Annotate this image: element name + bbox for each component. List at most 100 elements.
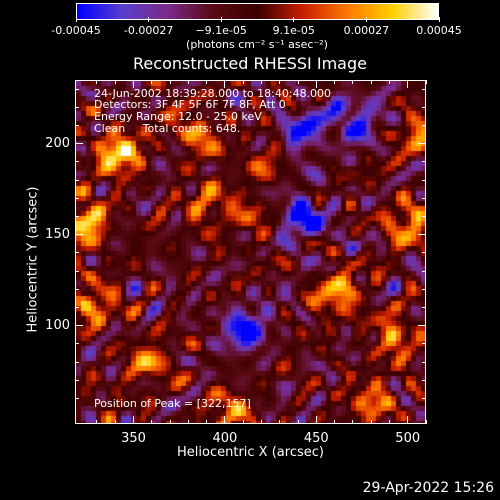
x-minor-tick (96, 80, 98, 84)
x-minor-tick (425, 80, 427, 84)
colorbar-tick-label: -0.00027 (123, 24, 174, 37)
colorbar-tick-mark (293, 17, 295, 22)
colorbar-tick-label: 0.00027 (343, 24, 390, 37)
y-minor-tick (75, 270, 79, 272)
x-minor-tick (242, 420, 244, 424)
y-minor-tick (75, 379, 79, 381)
colorbar-tick-mark (220, 17, 222, 22)
y-minor-tick (422, 307, 426, 308)
y-tick-mark (75, 143, 83, 145)
y-tick-label: 200 (45, 135, 70, 151)
y-minor-tick (75, 125, 79, 126)
x-minor-tick (206, 420, 208, 424)
y-minor-tick (422, 288, 426, 290)
y-tick-mark (418, 234, 426, 236)
y-tick-mark (75, 234, 83, 236)
footer-timestamp: 29-Apr-2022 15:26 (362, 480, 494, 496)
colorbar-unit-label: (photons cm⁻² s⁻¹ asec⁻²) (186, 38, 328, 51)
chart-title: Reconstructed RHESSI Image (133, 54, 367, 73)
x-minor-tick (334, 420, 336, 424)
y-minor-tick (75, 161, 79, 163)
x-minor-tick (352, 80, 354, 84)
colorbar-tick-label: -0.00045 (51, 24, 101, 37)
x-minor-tick (242, 80, 244, 84)
x-minor-tick (187, 420, 189, 424)
x-minor-tick (187, 80, 189, 84)
y-minor-tick (75, 398, 79, 400)
y-tick-label: 100 (45, 317, 70, 333)
colorbar-tick-label: −9.1e-05 (195, 24, 247, 37)
annotation-time-range: 24-Jun-2002 18:39:28.000 to 18:40:48.000 (94, 87, 332, 100)
y-minor-tick (422, 88, 426, 90)
y-minor-tick (422, 197, 426, 199)
y-minor-tick (422, 179, 426, 181)
x-minor-tick (206, 80, 208, 84)
annotation-clean-counts: Clean Total counts: 648. (94, 122, 241, 135)
annotation-detectors: Detectors: 3F 4F 5F 6F 7F 8F, Att 0 (94, 98, 286, 111)
x-minor-tick (114, 420, 116, 424)
x-tick-label: 500 (395, 431, 421, 446)
x-tick-mark (315, 416, 317, 424)
y-minor-tick (422, 398, 426, 400)
annotation-energy-range: Energy Range: 12.0 - 25.0 keV (94, 110, 262, 123)
y-minor-tick (75, 179, 79, 181)
colorbar-tick-label: 9.1e-05 (272, 24, 315, 37)
colorbar-tick-mark (75, 17, 77, 22)
y-minor-tick (422, 216, 426, 217)
y-tick-label: 150 (45, 226, 70, 242)
x-minor-tick (114, 80, 116, 84)
x-axis-label: Heliocentric X (arcsec) (177, 445, 324, 460)
x-minor-tick (297, 420, 299, 424)
colorbar (76, 3, 439, 20)
x-tick-mark (224, 416, 226, 424)
y-minor-tick (75, 197, 79, 199)
y-minor-tick (422, 161, 426, 163)
y-minor-tick (75, 88, 79, 90)
x-minor-tick (370, 420, 372, 424)
annotation-peak-position: Position of Peak = [322,157] (94, 397, 251, 410)
y-minor-tick (422, 125, 426, 126)
x-tick-label: 450 (303, 431, 329, 446)
colorbar-tick-mark (438, 17, 440, 22)
y-tick-mark (75, 325, 83, 327)
y-minor-tick (422, 361, 426, 363)
plot-frame (75, 80, 426, 424)
x-minor-tick (279, 420, 281, 424)
x-minor-tick (260, 80, 262, 84)
colorbar-tick-mark (148, 17, 150, 22)
x-tick-mark (133, 416, 134, 424)
x-minor-tick (260, 420, 262, 424)
x-minor-tick (279, 80, 281, 84)
x-minor-tick (297, 80, 299, 84)
y-minor-tick (75, 106, 79, 108)
y-minor-tick (422, 106, 426, 108)
y-minor-tick (75, 288, 79, 290)
y-tick-mark (418, 325, 426, 327)
y-minor-tick (75, 216, 79, 217)
x-minor-tick (388, 420, 390, 424)
x-tick-label: 400 (212, 431, 238, 446)
x-minor-tick (370, 80, 372, 84)
y-minor-tick (422, 270, 426, 272)
y-minor-tick (75, 343, 79, 345)
x-minor-tick (169, 80, 171, 84)
y-minor-tick (422, 252, 426, 254)
x-tick-mark (133, 80, 134, 88)
x-tick-label: 350 (121, 431, 146, 446)
x-minor-tick (388, 80, 390, 84)
y-minor-tick (422, 343, 426, 345)
x-minor-tick (151, 420, 153, 424)
x-tick-mark (407, 80, 409, 88)
y-tick-mark (418, 143, 426, 145)
x-minor-tick (96, 420, 98, 424)
x-tick-mark (315, 80, 317, 88)
x-minor-tick (169, 420, 171, 424)
y-minor-tick (75, 252, 79, 254)
x-minor-tick (151, 80, 153, 84)
x-minor-tick (334, 80, 336, 84)
colorbar-tick-mark (365, 17, 367, 22)
y-axis-label: Heliocentric Y (arcsec) (25, 186, 41, 333)
x-tick-mark (407, 416, 409, 424)
y-minor-tick (75, 307, 79, 308)
x-tick-mark (224, 80, 226, 88)
